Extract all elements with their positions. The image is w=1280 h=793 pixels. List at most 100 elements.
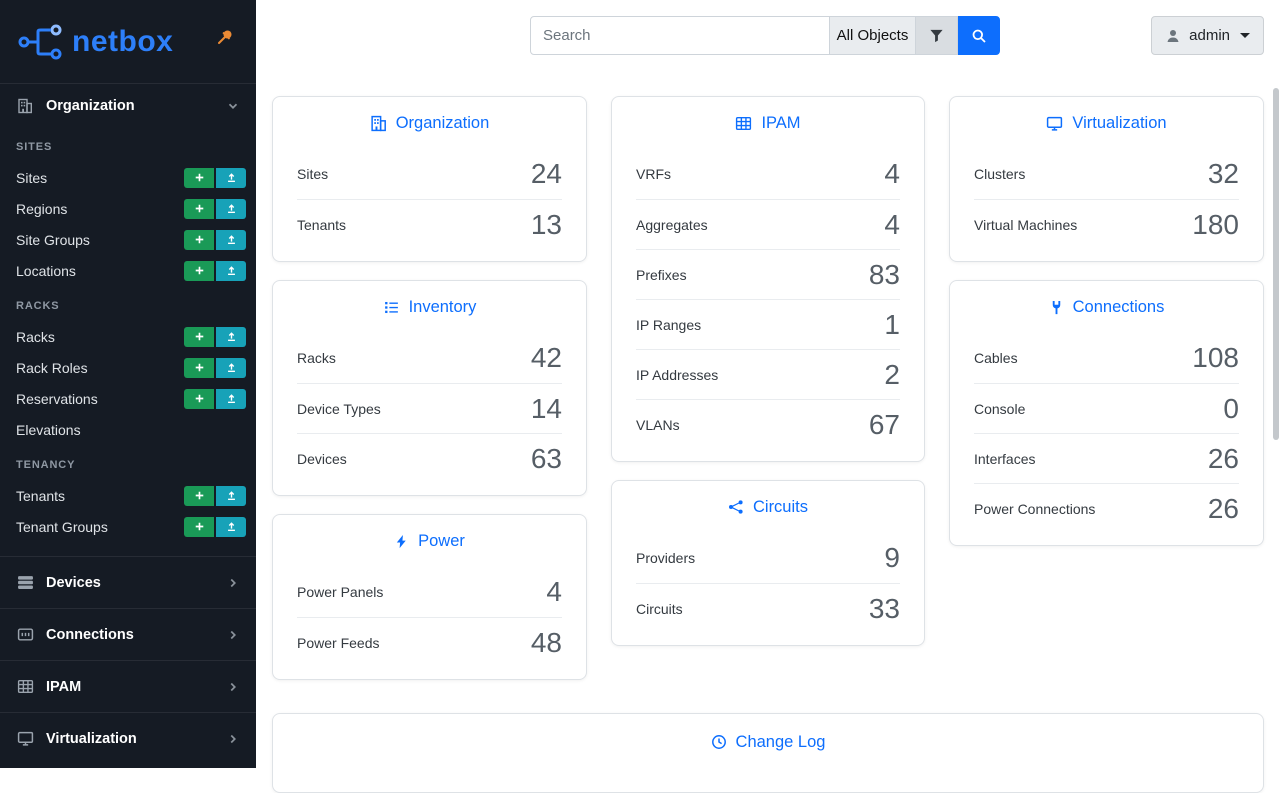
import-button[interactable] <box>216 388 246 409</box>
stat-label-link[interactable]: Cables <box>974 350 1018 366</box>
add-button[interactable] <box>184 485 214 506</box>
plug-icon <box>1049 300 1064 315</box>
pin-sidebar-icon[interactable] <box>216 28 234 46</box>
stat-value[interactable]: 4 <box>546 576 562 607</box>
card-title-text: Change Log <box>735 732 826 751</box>
stat-label-link[interactable]: Sites <box>297 166 329 182</box>
stat-value[interactable]: 180 <box>1192 208 1239 240</box>
sidebar-item-elevations[interactable]: Elevations <box>0 414 256 445</box>
global-search: All Objects <box>530 16 1000 55</box>
card-change-log: Change Log <box>272 713 1264 793</box>
import-button[interactable] <box>216 260 246 281</box>
stat-value[interactable]: 9 <box>884 542 900 573</box>
stat-value[interactable]: 33 <box>868 592 900 624</box>
sidebar-item-locations[interactable]: Locations <box>0 255 256 286</box>
card-title-text: Organization <box>395 113 490 132</box>
user-menu-button[interactable]: admin <box>1151 16 1264 55</box>
object-type-select[interactable]: All Objects <box>830 16 916 55</box>
dashboard-column-2: IPAM VRFs 4 Aggregates 4 Prefixes 83 IP … <box>611 96 925 646</box>
stat-value[interactable]: 1 <box>884 308 900 340</box>
add-button[interactable] <box>184 229 214 250</box>
stat-row: Power Connections 26 <box>974 483 1239 533</box>
import-button[interactable] <box>216 167 246 188</box>
stat-value[interactable]: 14 <box>530 392 562 424</box>
stat-value[interactable]: 63 <box>530 442 562 474</box>
scrollbar-thumb[interactable] <box>1273 88 1279 440</box>
add-button[interactable] <box>184 388 214 409</box>
stat-label-link[interactable]: Power Connections <box>974 500 1096 517</box>
stat-label-link[interactable]: Power Feeds <box>297 634 380 651</box>
add-button[interactable] <box>184 357 214 378</box>
netbox-logo[interactable]: netbox <box>16 22 173 62</box>
stat-value[interactable]: 4 <box>884 158 900 189</box>
add-button[interactable] <box>184 260 214 281</box>
stat-row: Prefixes 83 <box>636 249 900 299</box>
import-button[interactable] <box>216 485 246 506</box>
add-button[interactable] <box>184 167 214 188</box>
stat-label-link[interactable]: Circuits <box>636 600 683 617</box>
import-button[interactable] <box>216 357 246 378</box>
stat-label-link[interactable]: Clusters <box>974 166 1026 182</box>
stat-label-link[interactable]: Console <box>974 400 1026 417</box>
sidebar-group-virtualization[interactable]: Virtualization <box>0 712 256 764</box>
sidebar-item-regions[interactable]: Regions <box>0 193 256 224</box>
sidebar-item-rack-roles[interactable]: Rack Roles <box>0 352 256 383</box>
search-input[interactable] <box>530 16 830 55</box>
stat-label-link[interactable]: Tenants <box>297 216 347 233</box>
stat-value[interactable]: 13 <box>530 208 562 240</box>
sidebar-item-racks[interactable]: Racks <box>0 321 256 352</box>
import-button[interactable] <box>216 229 246 250</box>
stat-label-link[interactable]: Aggregates <box>636 216 708 233</box>
filter-button[interactable] <box>916 16 958 55</box>
quick-actions <box>184 167 246 188</box>
stat-label-link[interactable]: Racks <box>297 350 336 366</box>
sidebar-item-site-groups[interactable]: Site Groups <box>0 224 256 255</box>
stat-label-link[interactable]: Prefixes <box>636 266 687 283</box>
stat-row: Virtual Machines 180 <box>974 199 1239 249</box>
sidebar-item-tenant-groups[interactable]: Tenant Groups <box>0 511 256 542</box>
sidebar-group-organization[interactable]: Organization <box>0 84 256 127</box>
sidebar-item-label: Racks <box>16 328 55 345</box>
sidebar-item-tenants[interactable]: Tenants <box>0 480 256 511</box>
user-name: admin <box>1189 27 1230 44</box>
stat-value[interactable]: 108 <box>1192 342 1239 373</box>
add-button[interactable] <box>184 516 214 537</box>
sidebar-group-devices[interactable]: Devices <box>0 556 256 608</box>
stat-label-link[interactable]: Providers <box>636 550 696 566</box>
stat-label-link[interactable]: Interfaces <box>974 450 1036 467</box>
search-submit-button[interactable] <box>958 16 1000 55</box>
sidebar-item-sites[interactable]: Sites <box>0 162 256 193</box>
stat-value[interactable]: 26 <box>1207 442 1239 474</box>
import-button[interactable] <box>216 326 246 347</box>
stat-value[interactable]: 42 <box>530 342 562 373</box>
sidebar-group-ipam[interactable]: IPAM <box>0 660 256 712</box>
stat-label-link[interactable]: IP Addresses <box>636 366 719 383</box>
import-button[interactable] <box>216 198 246 219</box>
add-button[interactable] <box>184 198 214 219</box>
stat-value[interactable]: 48 <box>530 626 562 658</box>
stat-row: Circuits 33 <box>636 583 900 633</box>
stat-value[interactable]: 4 <box>884 208 900 240</box>
stat-row: Device Types 14 <box>297 383 562 433</box>
stat-label-link[interactable]: Devices <box>297 450 347 467</box>
stat-value[interactable]: 0 <box>1223 392 1239 424</box>
stat-label-link[interactable]: Device Types <box>297 400 381 417</box>
stat-label-link[interactable]: IP Ranges <box>636 316 702 333</box>
stat-value[interactable]: 67 <box>868 408 900 440</box>
stat-value[interactable]: 83 <box>868 258 900 290</box>
stat-value[interactable]: 32 <box>1207 158 1239 189</box>
stat-label-link[interactable]: Virtual Machines <box>974 216 1078 233</box>
sidebar-group-connections[interactable]: Connections <box>0 608 256 660</box>
stat-value[interactable]: 26 <box>1207 492 1239 524</box>
sidebar-item-label: Tenant Groups <box>16 518 108 535</box>
stat-value[interactable]: 2 <box>884 358 900 390</box>
section-title-sites: SITES <box>16 141 53 153</box>
stat-label-link[interactable]: Power Panels <box>297 584 384 600</box>
stat-label-link[interactable]: VRFs <box>636 166 671 182</box>
stat-label-link[interactable]: VLANs <box>636 416 680 433</box>
stat-row: Cables 108 <box>974 333 1239 383</box>
import-button[interactable] <box>216 516 246 537</box>
add-button[interactable] <box>184 326 214 347</box>
sidebar-item-reservations[interactable]: Reservations <box>0 383 256 414</box>
stat-value[interactable]: 24 <box>530 158 562 189</box>
